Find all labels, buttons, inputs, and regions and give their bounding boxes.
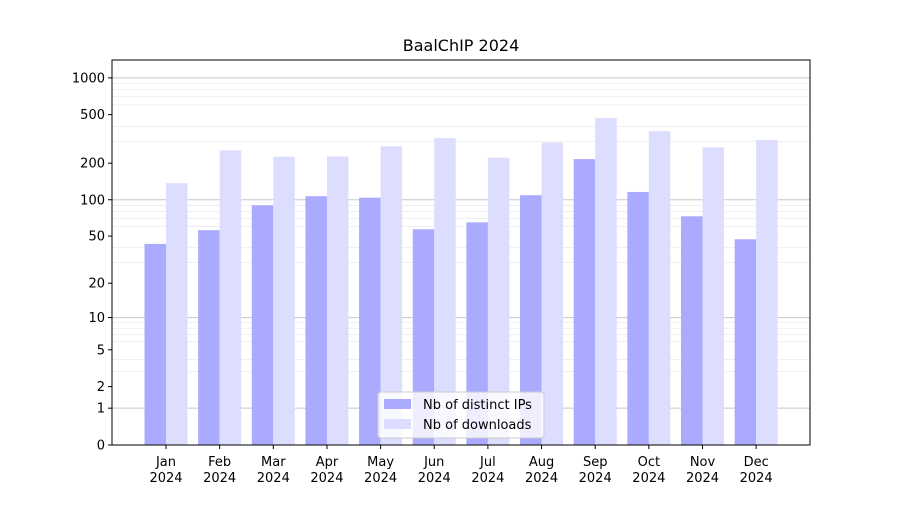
x-tick-label: Mar	[261, 455, 286, 470]
y-tick-label: 5	[97, 343, 105, 358]
bar	[648, 131, 671, 445]
bar	[251, 205, 274, 445]
x-tick-label: Aug	[529, 455, 554, 470]
y-tick-label: 0	[97, 439, 105, 454]
y-tick-label: 1000	[72, 71, 105, 86]
x-tick-label: 2024	[632, 471, 665, 486]
bar	[466, 222, 488, 445]
bar	[541, 142, 564, 445]
bar	[627, 191, 649, 445]
bars	[144, 118, 778, 446]
legend-box	[377, 391, 545, 439]
x-tick-label: 2024	[364, 471, 397, 486]
x-tick-label: Jul	[479, 455, 496, 470]
x-tick-label: Jan	[155, 455, 176, 470]
bar	[198, 230, 220, 445]
bar	[595, 118, 617, 445]
bar	[434, 138, 456, 445]
bar	[273, 156, 295, 445]
bar	[681, 216, 703, 445]
bar	[219, 150, 242, 445]
y-tick-label: 200	[80, 157, 105, 172]
x-tick-label: 2024	[471, 471, 504, 486]
y-tick-label: 2	[97, 380, 105, 395]
plot-frame	[111, 59, 811, 446]
x-tick-label: 2024	[418, 471, 451, 486]
legend: Nb of distinct IPs Nb of downloads	[377, 391, 545, 439]
x-tick-label: Feb	[208, 455, 231, 470]
x-tick-label: 2024	[579, 471, 612, 486]
x-tick-label: 2024	[203, 471, 236, 486]
bar	[487, 157, 510, 446]
bar	[702, 147, 724, 445]
y-tick-label: 20	[88, 277, 105, 292]
x-tick-label: May	[367, 455, 394, 470]
bar	[573, 159, 596, 445]
y-tick-label: 100	[80, 193, 105, 208]
legend-swatch	[384, 419, 411, 429]
x-tick-label: Sep	[583, 455, 608, 470]
bar	[520, 195, 542, 445]
bar	[144, 243, 166, 445]
bar	[359, 197, 381, 445]
y-tick-label: 500	[80, 108, 105, 123]
x-tick-label: 2024	[740, 471, 773, 486]
y-tick-label: 1	[97, 402, 105, 417]
y-tick-label: 10	[88, 311, 105, 326]
x-tick-label: 2024	[310, 471, 343, 486]
bar	[412, 229, 435, 445]
x-tick-label: Dec	[744, 455, 769, 470]
x-tick-label: 2024	[257, 471, 290, 486]
x-tick-label: Oct	[638, 455, 660, 470]
x-tick-label: 2024	[525, 471, 558, 486]
legend-label: Nb of downloads	[423, 418, 532, 433]
chart-title: BaalChIP 2024	[403, 36, 520, 55]
legend-swatch	[384, 399, 411, 409]
legend-label: Nb of distinct IPs	[423, 398, 532, 413]
y-tick-label: 50	[88, 230, 105, 245]
bar	[326, 156, 349, 445]
bar	[756, 139, 778, 446]
x-tick-label: 2024	[686, 471, 719, 486]
bar	[305, 196, 327, 445]
bar	[380, 146, 403, 445]
bar	[166, 183, 188, 445]
x-tick-label: Jun	[423, 455, 444, 470]
x-tick-label: 2024	[149, 471, 182, 486]
bar	[734, 239, 757, 445]
x-axis: Jan2024Feb2024Mar2024Apr2024May2024Jun20…	[149, 445, 773, 486]
y-axis: 0 1 2 5 10 20 50 100 200 500 1000	[72, 71, 112, 454]
x-tick-label: Apr	[316, 455, 339, 470]
x-tick-label: Nov	[690, 455, 716, 470]
